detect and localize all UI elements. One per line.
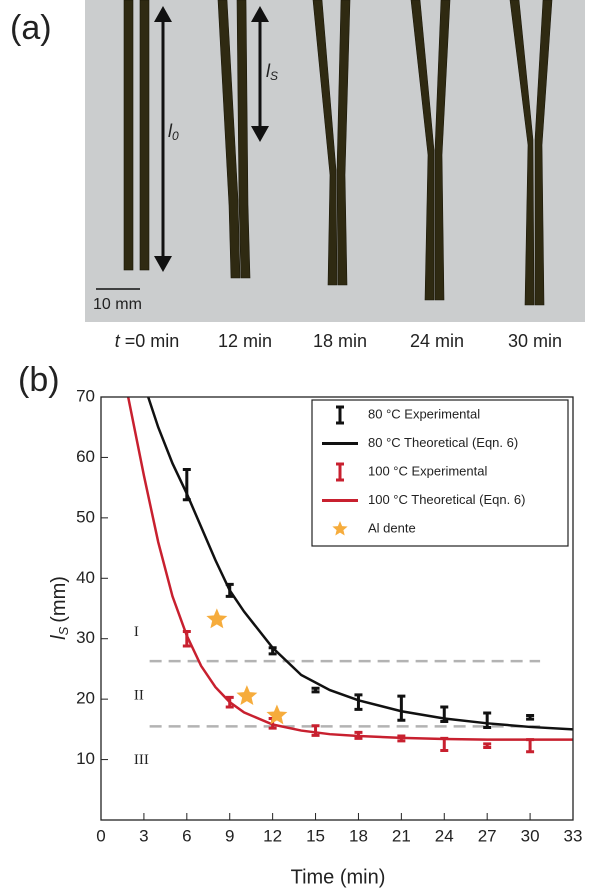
theory-line [126,397,573,741]
y-tick-label: 10 [76,749,95,768]
x-tick-label: 15 [306,826,325,845]
legend-label: 80 °C Experimental [368,406,480,421]
y-tick-label: 30 [76,628,95,647]
time-label: t =0 min [115,331,180,351]
symbol: l [168,121,173,141]
x-tick-label: 3 [139,826,148,845]
legend-box [311,399,569,547]
y-tick-label: 50 [76,507,95,526]
subscript: S [56,626,71,635]
legend-label: Al dente [368,520,416,535]
legend-star [332,521,348,536]
legend-errorbar [336,462,344,482]
x-tick-label: 30 [521,826,540,845]
subscript: 0 [172,129,179,143]
x-tick-label: 12 [263,826,282,845]
x-tick-label: 24 [435,826,454,845]
subscript: S [270,69,278,83]
error-bar [483,742,492,749]
strands [123,0,553,306]
error-bar [483,711,492,730]
error-bar [397,694,406,722]
error-bar [354,693,363,711]
time-label: 30 min [508,331,562,351]
x-tick-label: 18 [349,826,368,845]
time-label: 18 min [313,331,367,351]
y-tick-label: 40 [76,568,95,587]
time: =0 min [125,331,180,351]
x-tick-label: 27 [478,826,497,845]
error-bar [311,686,320,694]
error-bar [526,713,535,721]
time-label: 24 min [410,331,464,351]
plot-frame [100,396,574,821]
y-axis-label: lS (mm) [48,576,71,640]
theory-line [147,397,573,731]
legend-label: 100 °C Theoretical (Eqn. 6) [368,492,525,507]
x-tick-label: 21 [392,826,411,845]
symbol: t [115,331,121,351]
panel-label: (a) [10,9,52,47]
time-label: 12 min [218,331,272,351]
unit: (mm) [48,576,70,623]
legend-errorbar [336,405,344,425]
l0-label: l0 [168,121,179,143]
x-tick-label: 33 [564,826,583,845]
ls-label: lS [266,61,278,83]
x-tick-label: 0 [96,826,105,845]
symbol: l [48,635,70,640]
y-tick-label: 70 [76,386,95,405]
error-bar [526,738,535,754]
x-axis-label: Time (min) [291,866,386,888]
region-label: I [134,624,139,640]
symbol: l [266,61,271,81]
x-tick-label: 9 [225,826,234,845]
y-tick-label: 60 [76,447,95,466]
star-point [266,704,288,725]
panel-label: (b) [18,361,60,399]
star-point [206,608,228,629]
scale-label: 10 mm [93,296,142,313]
x-tick-label: 6 [182,826,191,845]
legend-label: 100 °C Experimental [368,463,487,478]
legend-label: 80 °C Theoretical (Eqn. 6) [368,435,518,450]
y-tick-label: 20 [76,689,95,708]
star-point [236,685,258,706]
legend: 80 °C Experimental 80 °C Theoretical (Eqn… [311,399,569,547]
arrows [154,6,269,272]
region-label: II [134,688,144,704]
error-bar [311,724,320,737]
region-label: III [134,752,149,768]
